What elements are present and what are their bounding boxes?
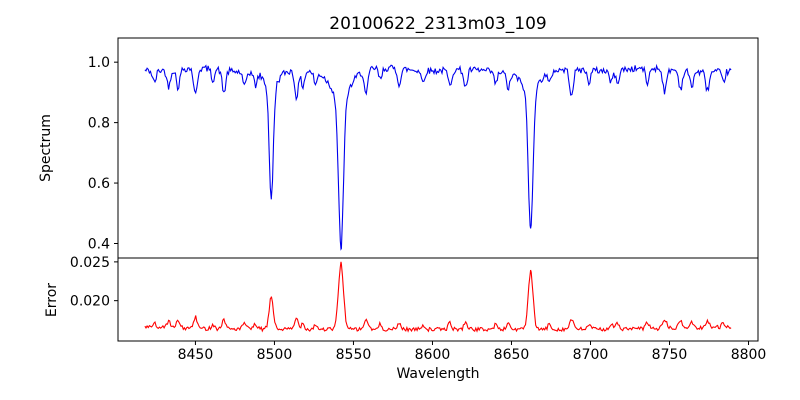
spectrum-line <box>144 63 732 251</box>
x-tick-label: 8550 <box>336 347 372 363</box>
x-tick-label: 8750 <box>652 347 688 363</box>
spectrum-panel-frame <box>117 37 759 259</box>
y-axis-label-error: Error <box>44 282 60 318</box>
x-tick-label: 8600 <box>415 347 451 363</box>
y-tick-label: 1.0 <box>88 55 110 71</box>
x-tick-label: 8650 <box>494 347 530 363</box>
error-line <box>144 261 732 333</box>
x-tick-label: 8700 <box>573 347 609 363</box>
x-tick-label: 8450 <box>178 347 214 363</box>
y-axis-label-spectrum: Spectrum <box>38 114 54 182</box>
y-tick-label: 0.6 <box>88 176 110 192</box>
x-tick-label: 8500 <box>257 347 293 363</box>
y-tick-label: 0.4 <box>88 236 110 252</box>
y-tick-label: 0.020 <box>70 294 110 310</box>
x-axis-label: Wavelength <box>396 366 480 382</box>
x-tick-label: 8800 <box>731 347 767 363</box>
chart-title: 20100622_2313m03_109 <box>329 14 547 34</box>
y-tick-label: 0.8 <box>88 116 110 132</box>
y-tick-label: 0.025 <box>70 255 110 271</box>
error-panel-frame <box>117 257 759 342</box>
